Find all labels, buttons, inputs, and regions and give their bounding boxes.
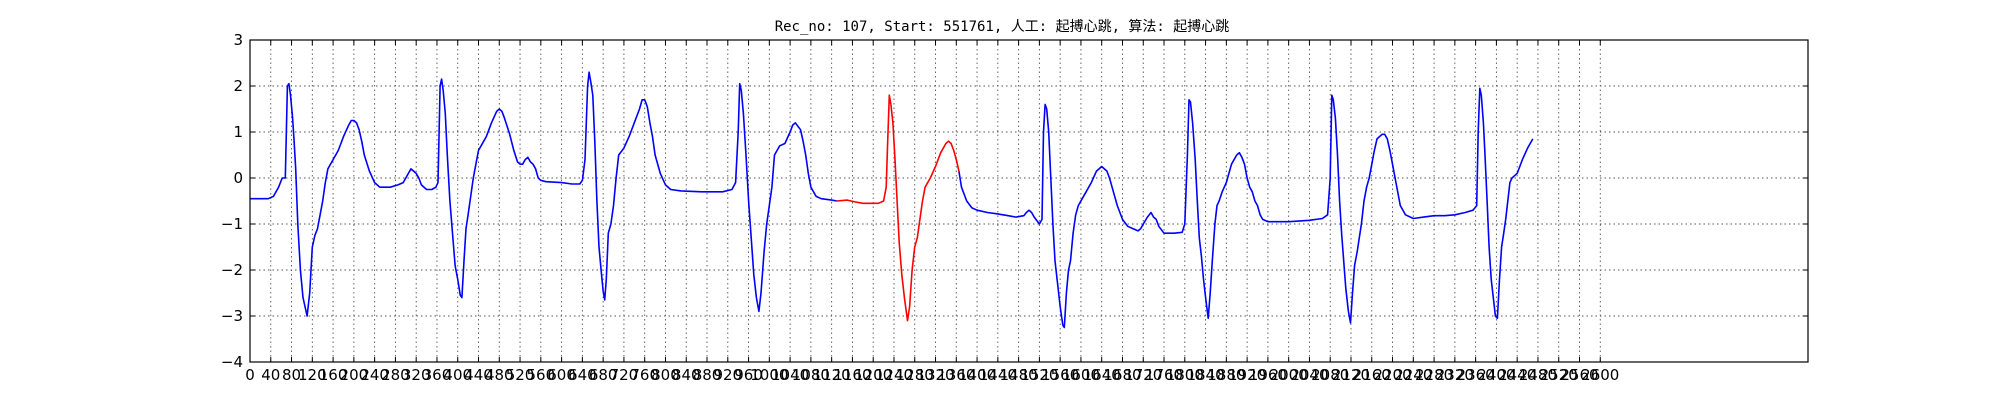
x-tick-label: 2600 <box>1581 366 1619 384</box>
y-tick-label: 1 <box>233 123 243 141</box>
y-tick-label: −3 <box>221 307 243 325</box>
x-tick-label: 1480 <box>1000 366 1038 384</box>
x-tick-label: 2040 <box>1290 366 1328 384</box>
x-tick-label: 1720 <box>1124 366 1162 384</box>
x-tick-label: 1680 <box>1103 366 1141 384</box>
x-tick-label: 1800 <box>1166 366 1204 384</box>
x-tick-label: 760 <box>630 366 659 384</box>
x-tick-label: 2560 <box>1560 366 1598 384</box>
x-tick-label: 560 <box>527 366 556 384</box>
x-tick-label: 2520 <box>1540 366 1578 384</box>
x-tick-label: 1120 <box>813 366 851 384</box>
x-tick-label: 1920 <box>1228 366 1266 384</box>
x-tick-label: 2440 <box>1498 366 1536 384</box>
y-tick-label: 0 <box>233 169 243 187</box>
ecg-series-line-3 <box>958 87 1534 329</box>
x-tick-label: 2480 <box>1519 366 1557 384</box>
x-tick-label: 1040 <box>771 366 809 384</box>
x-tick-label: 1960 <box>1249 366 1287 384</box>
x-tick-label: 1400 <box>958 366 996 384</box>
x-tick-label: 480 <box>485 366 514 384</box>
x-tick-label: 1080 <box>792 366 830 384</box>
ecg-series <box>250 71 1534 329</box>
x-tick-label: 240 <box>360 366 389 384</box>
axis-ticks: 0 40 8012016020024028032036040044048052056… <box>221 31 1808 384</box>
plot-frame <box>249 39 1809 363</box>
x-tick-label: 1320 <box>916 366 954 384</box>
x-tick-label: 200 <box>340 366 369 384</box>
x-tick-label: 1600 <box>1062 366 1100 384</box>
x-tick-label: 2320 <box>1436 366 1474 384</box>
x-tick-label: 840 <box>672 366 701 384</box>
x-tick-label: 800 <box>651 366 680 384</box>
x-tick-label: 160 <box>319 366 348 384</box>
x-tick-label: 1880 <box>1207 366 1245 384</box>
x-tick-label: 520 <box>506 366 535 384</box>
x-tick-label: 680 <box>589 366 618 384</box>
x-tick-label: 80 <box>282 366 301 384</box>
ecg-series-line-1 <box>250 71 837 317</box>
x-tick-label: 2280 <box>1415 366 1453 384</box>
x-tick-label: 2360 <box>1457 366 1495 384</box>
x-tick-label: 2240 <box>1394 366 1432 384</box>
x-tick-label: 1440 <box>979 366 1017 384</box>
grid-lines <box>250 40 1808 362</box>
x-tick-label: 600 <box>547 366 576 384</box>
x-tick-label: 2200 <box>1373 366 1411 384</box>
x-tick-label: 1360 <box>937 366 975 384</box>
x-tick-label: 2400 <box>1477 366 1515 384</box>
y-tick-label: −2 <box>221 261 243 279</box>
x-tick-label: 400 <box>443 366 472 384</box>
x-tick-label: 720 <box>610 366 639 384</box>
x-tick-label: 2160 <box>1353 366 1391 384</box>
x-tick-label: 1640 <box>1083 366 1121 384</box>
x-tick-label: 1160 <box>833 366 871 384</box>
y-tick-label: 2 <box>233 77 243 95</box>
x-tick-label: 360 <box>423 366 452 384</box>
chart-title: Rec_no: 107, Start: 551761, 人工: 起搏心跳, 算法… <box>775 18 1230 35</box>
x-tick-label: 1520 <box>1020 366 1058 384</box>
x-tick-label: 920 <box>713 366 742 384</box>
x-tick-label: 2000 <box>1270 366 1308 384</box>
x-tick-label: 1280 <box>896 366 934 384</box>
ecg-series-line-2 <box>836 94 960 322</box>
y-tick-label: −4 <box>221 353 243 371</box>
x-tick-label: 640 <box>568 366 597 384</box>
x-tick-label: 1840 <box>1186 366 1224 384</box>
x-tick-label: 2120 <box>1332 366 1370 384</box>
x-tick-label: 1240 <box>875 366 913 384</box>
x-tick-label: 320 <box>402 366 431 384</box>
x-tick-label: 440 <box>464 366 493 384</box>
x-tick-label: 1200 <box>854 366 892 384</box>
x-tick-label: 40 <box>261 366 280 384</box>
x-tick-label: 1000 <box>750 366 788 384</box>
x-tick-label: 280 <box>381 366 410 384</box>
x-tick-label: 1760 <box>1145 366 1183 384</box>
y-tick-label: −1 <box>221 215 243 233</box>
x-tick-label: 0 <box>245 366 255 384</box>
x-tick-label: 120 <box>298 366 327 384</box>
x-tick-label: 1560 <box>1041 366 1079 384</box>
y-tick-label: 3 <box>233 31 243 49</box>
x-tick-label: 880 <box>693 366 722 384</box>
x-tick-label: 960 <box>734 366 763 384</box>
x-tick-label: 2080 <box>1311 366 1349 384</box>
